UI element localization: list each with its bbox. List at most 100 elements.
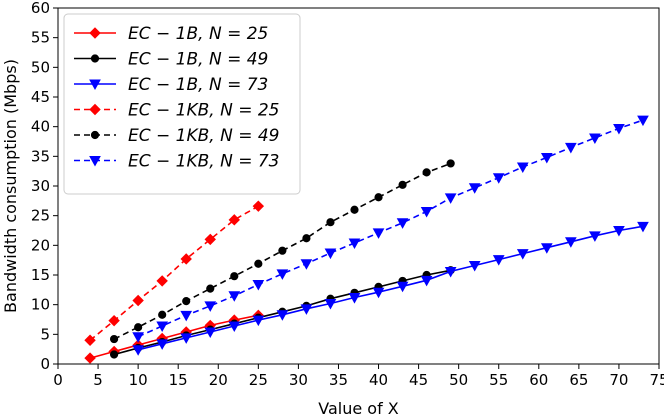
- data-point: [206, 284, 215, 293]
- data-point: [396, 281, 409, 293]
- y-axis-label: Bandwidth consumption (Mbps): [1, 59, 20, 313]
- y-tick-label: 35: [31, 147, 50, 165]
- data-point: [84, 334, 96, 346]
- data-point: [613, 226, 625, 237]
- data-point: [90, 54, 100, 63]
- series-line: [89, 205, 259, 341]
- data-point: [132, 345, 144, 356]
- data-point: [444, 193, 457, 204]
- data-point: [134, 323, 143, 332]
- data-point: [252, 200, 265, 212]
- x-tick-label: 65: [569, 371, 588, 389]
- data-point: [372, 228, 385, 239]
- data-point: [156, 339, 169, 350]
- data-point: [180, 253, 192, 265]
- data-point: [326, 218, 335, 227]
- x-tick-label: 20: [209, 371, 228, 389]
- data-point: [276, 310, 289, 321]
- data-point: [446, 159, 455, 168]
- data-point: [637, 221, 649, 233]
- data-point: [89, 27, 101, 39]
- data-point: [132, 294, 144, 307]
- x-tick-label: 35: [329, 371, 348, 389]
- data-point: [182, 297, 191, 306]
- data-point: [89, 103, 101, 116]
- data-point: [84, 352, 96, 364]
- x-tick-label: 50: [449, 371, 468, 389]
- data-point: [565, 142, 577, 154]
- x-tick-label: 55: [489, 371, 508, 389]
- data-point: [252, 279, 265, 291]
- series-4: [84, 200, 265, 346]
- data-point: [132, 332, 144, 343]
- data-point: [492, 173, 505, 184]
- series-line: [137, 119, 644, 338]
- x-tick-label: 5: [93, 371, 103, 389]
- data-point: [276, 269, 289, 280]
- data-point: [204, 327, 217, 338]
- data-point: [324, 248, 337, 260]
- data-point: [109, 334, 119, 344]
- x-tick-label: 45: [409, 371, 428, 389]
- legend-entry: EC − 1KB, N = 49: [74, 126, 280, 146]
- data-point: [158, 310, 167, 319]
- series-6: [132, 115, 649, 343]
- series-line: [137, 225, 644, 351]
- data-point: [350, 205, 359, 214]
- x-tick-label: 75: [649, 371, 664, 389]
- data-point: [230, 272, 239, 281]
- legend-entry: EC − 1B, N = 73: [74, 75, 268, 95]
- legend-box: [63, 13, 301, 195]
- data-point: [396, 218, 409, 229]
- legend-label: EC − 1B, N = 49: [128, 50, 268, 70]
- data-point: [228, 321, 241, 333]
- data-point: [348, 238, 361, 249]
- data-point: [348, 293, 361, 304]
- data-point: [156, 275, 168, 287]
- data-point: [468, 261, 481, 272]
- data-point: [252, 315, 265, 327]
- legend-entry: EC − 1B, N = 49: [74, 50, 268, 70]
- data-point: [278, 246, 287, 255]
- y-tick-label: 45: [31, 88, 50, 106]
- y-tick-label: 60: [31, 0, 50, 17]
- y-tick-label: 5: [40, 325, 50, 343]
- y-tick-label: 40: [31, 118, 50, 136]
- data-point: [422, 168, 431, 177]
- x-axis-label: Value of X: [318, 399, 399, 417]
- x-tick-label: 40: [369, 371, 388, 389]
- y-tick-label: 20: [31, 236, 50, 254]
- data-point: [516, 249, 529, 260]
- series-5: [109, 159, 455, 344]
- y-tick-label: 15: [31, 266, 50, 284]
- legend-label: EC − 1KB, N = 25: [128, 101, 280, 121]
- data-point: [204, 301, 217, 312]
- data-point: [468, 183, 481, 194]
- data-point: [156, 321, 169, 333]
- data-point: [204, 233, 216, 246]
- y-tick-label: 10: [31, 296, 50, 314]
- x-tick-label: 30: [289, 371, 308, 389]
- data-point: [374, 193, 383, 202]
- legend-entry: EC − 1KB, N = 25: [74, 101, 280, 121]
- data-point: [613, 123, 625, 135]
- data-point: [324, 298, 337, 310]
- data-point: [254, 259, 263, 268]
- data-point: [420, 275, 433, 287]
- data-point: [589, 133, 601, 144]
- x-tick-label: 25: [249, 371, 268, 389]
- data-point: [109, 350, 119, 359]
- data-point: [444, 266, 457, 278]
- axes: 0 5 10 15 20 25 30 35 40 45 50 55 60 65 70 75 0 5 10 15 20 25…: [31, 0, 664, 389]
- legend-label: EC − 1B, N = 73: [128, 75, 268, 95]
- data-point: [540, 153, 553, 164]
- data-point: [228, 291, 241, 302]
- data-point: [398, 180, 407, 189]
- data-point: [89, 156, 101, 167]
- data-point: [492, 255, 505, 266]
- data-point: [372, 287, 385, 299]
- legend-label: EC − 1KB, N = 49: [128, 126, 280, 146]
- y-tick-label: 55: [31, 29, 50, 47]
- data-point: [108, 314, 120, 327]
